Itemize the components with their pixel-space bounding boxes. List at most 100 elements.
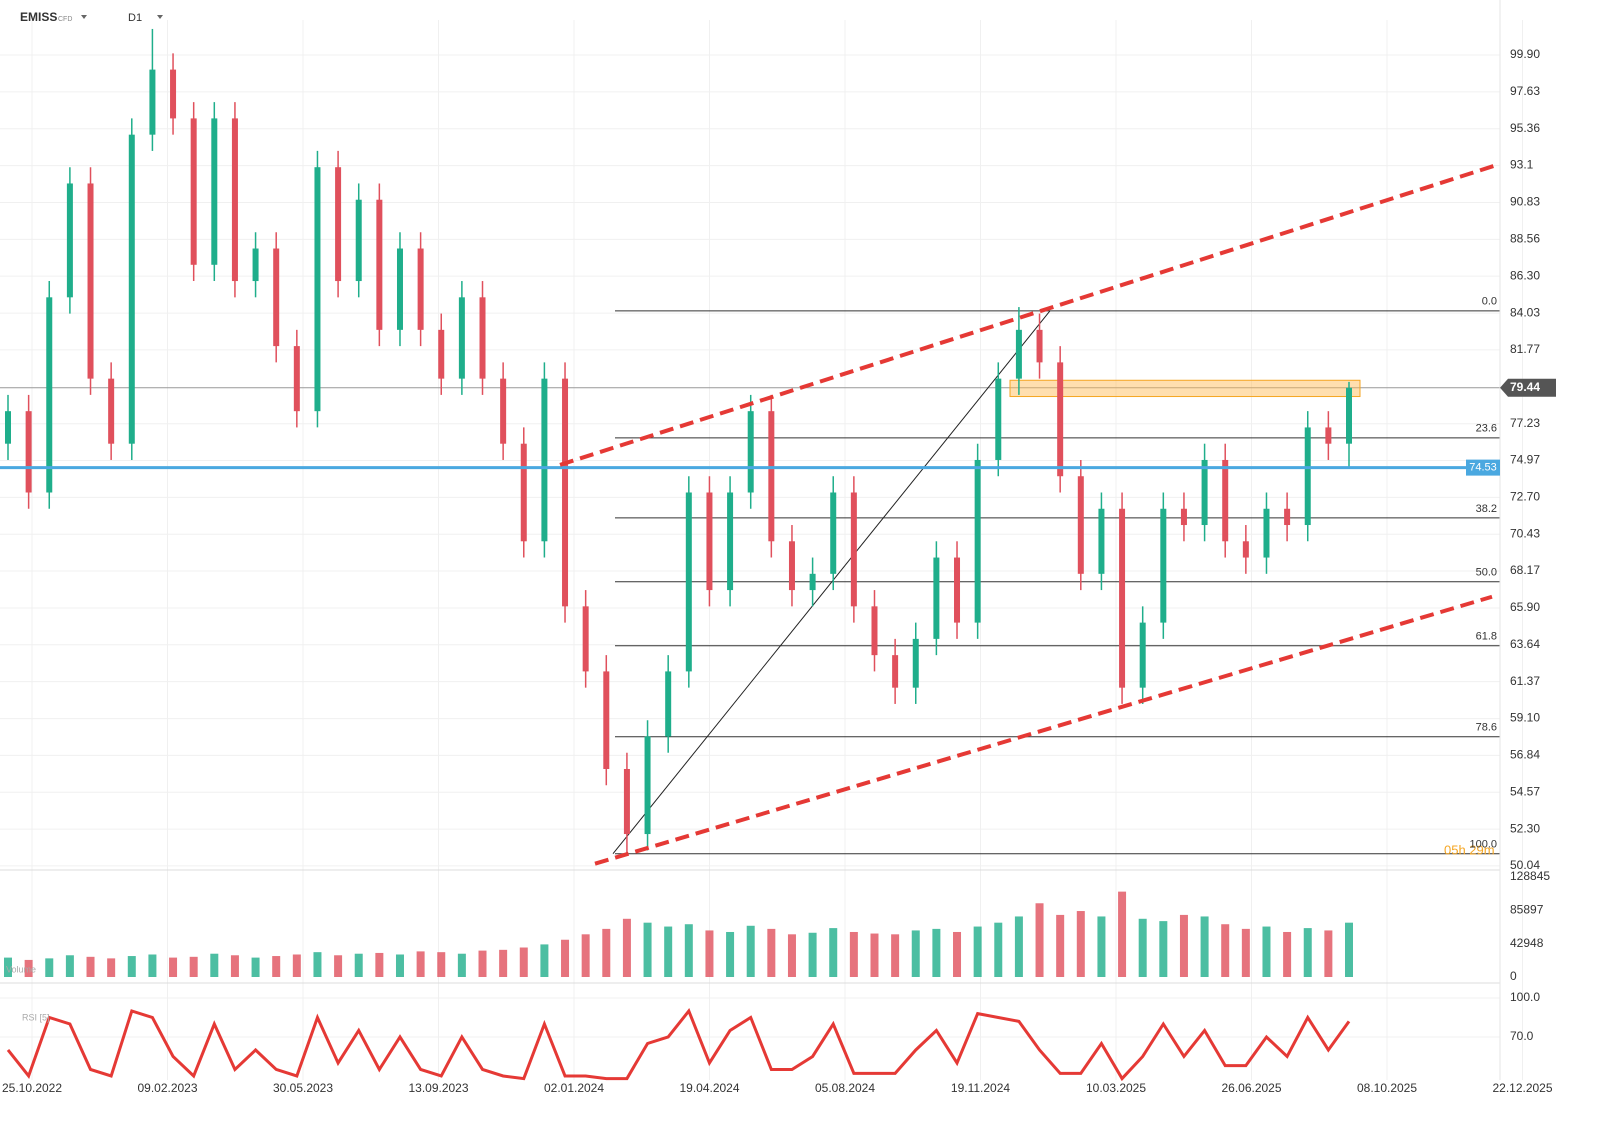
candle-body — [541, 378, 548, 542]
interval[interactable]: D1 — [128, 12, 142, 24]
candle-body — [1346, 387, 1352, 444]
fib-label: 61.8 — [1476, 631, 1497, 643]
x-tick-label: 19.04.2024 — [679, 1081, 739, 1095]
volume-bar — [664, 926, 673, 978]
fib-label: 23.6 — [1476, 423, 1497, 435]
candle-body — [1160, 508, 1167, 623]
volume-bar — [45, 958, 54, 978]
y-tick-label: 70.43 — [1510, 526, 1540, 540]
y-tick-label: 93.1 — [1510, 158, 1534, 172]
volume-bar — [1241, 928, 1250, 978]
y-tick-label: 56.84 — [1510, 748, 1540, 762]
candle-body — [644, 736, 651, 835]
volume-bar — [829, 928, 838, 978]
candle-body — [5, 411, 11, 444]
instrument: CFD — [58, 16, 72, 23]
candle-body — [25, 411, 32, 493]
candle-body — [665, 671, 672, 737]
volume-bar — [169, 957, 178, 978]
candle-body — [1077, 476, 1084, 574]
volume-bar — [251, 957, 260, 978]
price-badge-label: 79.44 — [1510, 380, 1540, 394]
channel-upper — [559, 163, 1498, 467]
volume-bar — [1014, 916, 1023, 978]
volume-tick-label: 128845 — [1510, 869, 1550, 883]
candle-body — [995, 378, 1002, 460]
volume-bar — [891, 934, 900, 978]
candle-body — [1139, 622, 1146, 688]
y-tick-label: 54.57 — [1510, 784, 1540, 798]
candle-body — [520, 443, 527, 542]
x-tick-label: 02.01.2024 — [544, 1081, 604, 1095]
volume-bar — [1303, 928, 1312, 978]
symbol[interactable]: EMISS — [20, 10, 57, 24]
volume-bar — [1097, 916, 1106, 978]
candle-body — [788, 541, 795, 591]
x-tick-label: 26.06.2025 — [1221, 1081, 1281, 1095]
candle-body — [562, 378, 569, 607]
y-tick-label: 72.70 — [1510, 490, 1540, 504]
x-tick-label: 08.10.2025 — [1357, 1081, 1417, 1095]
candle-body — [623, 768, 630, 835]
volume-bar — [210, 953, 219, 978]
rsi-line — [6, 1008, 1351, 1082]
candle-body — [1325, 427, 1332, 444]
volume-bar — [1345, 922, 1353, 978]
volume-bar — [354, 953, 363, 978]
y-tick-label: 61.37 — [1510, 674, 1540, 688]
candle-body — [500, 378, 507, 444]
candle-body — [1119, 508, 1126, 688]
fib-swing — [612, 310, 1051, 855]
candle-body — [1284, 508, 1291, 526]
candle-body — [809, 573, 816, 591]
candle-body — [768, 411, 775, 542]
volume-bar — [994, 922, 1003, 978]
x-tick-label: 22.12.2025 — [1492, 1081, 1552, 1095]
x-tick-label: 30.05.2023 — [273, 1081, 333, 1095]
volume-bar — [478, 950, 487, 978]
caret[interactable] — [157, 15, 163, 19]
candle-body — [747, 411, 754, 493]
candle-body — [314, 167, 321, 412]
volume-bar — [4, 957, 12, 978]
volume-bar — [1118, 891, 1127, 978]
candle-body — [376, 199, 383, 330]
volume-bar — [1324, 930, 1333, 978]
volume-bar — [107, 958, 116, 978]
candle-body — [396, 248, 403, 330]
candle-body — [1057, 362, 1064, 477]
y-tick-label: 52.30 — [1510, 821, 1540, 835]
y-tick-label: 50.04 — [1510, 858, 1540, 872]
candle-body — [892, 655, 899, 688]
volume-bar — [272, 956, 281, 978]
volume-bar — [870, 933, 879, 978]
volume-bar — [746, 925, 755, 978]
caret[interactable] — [81, 15, 87, 19]
volume-bar — [499, 949, 508, 978]
candle-body — [273, 248, 280, 347]
candle-body — [231, 118, 238, 282]
candle-body — [706, 492, 713, 591]
volume-bar — [334, 955, 343, 978]
volume-bar — [457, 953, 466, 978]
rsi-tick-label: 70.0 — [1510, 1029, 1534, 1043]
candle-body — [912, 638, 919, 688]
candle-body — [1222, 459, 1229, 542]
volume-bar — [1076, 911, 1085, 978]
fib-label: 78.6 — [1476, 722, 1497, 734]
volume-bar — [726, 931, 735, 978]
x-tick-label: 19.11.2024 — [951, 1081, 1010, 1095]
y-tick-label: 88.56 — [1510, 232, 1540, 246]
candle-body — [1098, 508, 1105, 574]
rsi-legend: RSI [5] — [22, 1012, 50, 1022]
candle-body — [1263, 508, 1270, 558]
volume-bar — [1138, 918, 1147, 978]
volume-bar — [127, 956, 136, 978]
y-tick-label: 77.23 — [1510, 416, 1540, 430]
volume-bar — [643, 922, 652, 978]
y-tick-label: 86.30 — [1510, 268, 1540, 282]
volume-bar — [292, 954, 301, 978]
volume-bar — [189, 956, 198, 978]
volume-bar — [932, 928, 941, 978]
